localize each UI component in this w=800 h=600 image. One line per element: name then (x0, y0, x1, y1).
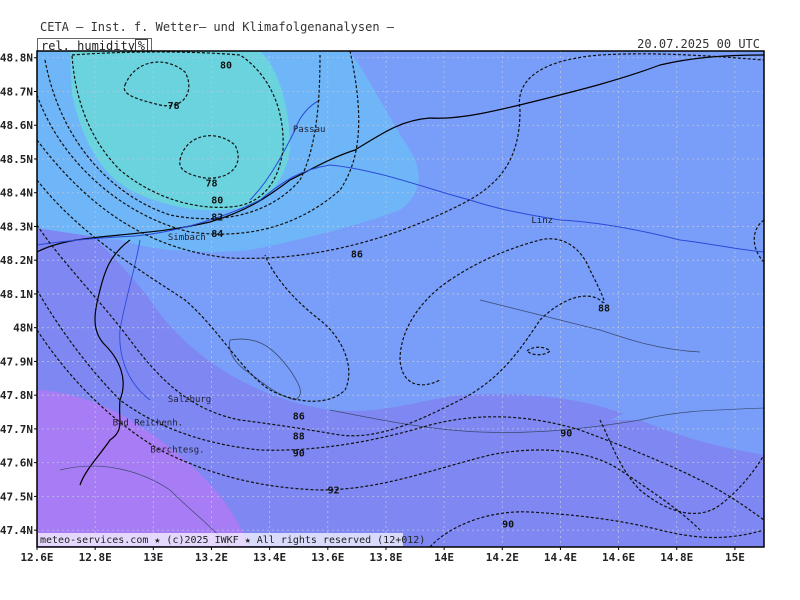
border-line (37, 54, 764, 253)
lon-tick-label: 13.2E (195, 551, 228, 564)
lat-tick-label: 47.7N (0, 423, 33, 436)
contour-88-loop (399, 279, 451, 386)
lat-tick-label: 47.6N (0, 457, 33, 470)
geography (37, 54, 764, 547)
city-label: Bad Reichenh. (113, 419, 183, 429)
contour-label: 90 (560, 428, 572, 439)
lon-tick-label: 13.8E (369, 551, 402, 564)
contour-label: 88 (598, 303, 610, 314)
contour-label: 90 (293, 449, 305, 460)
lake-outline (229, 338, 301, 401)
grid-lines (37, 51, 764, 547)
contour-86-north (37, 53, 764, 259)
contour-label: 86 (293, 411, 305, 422)
lat-tick-label: 48.2N (0, 254, 33, 267)
valid-time: 20.07.2025 00 UTC (637, 37, 760, 51)
lat-tick-label: 48.3N (0, 220, 33, 233)
lat-tick-label: 48.7N (0, 85, 33, 98)
contour-label: 78 (168, 101, 180, 112)
contour-90-east (599, 419, 764, 514)
city-label: Salzburg (168, 395, 211, 405)
lat-tick-label: 48.4N (0, 187, 33, 200)
contour-90-south (429, 511, 764, 547)
lat-axis: 48.8N 48.7N 48.6N 48.5N 48.4N 48.3N 48.2N 48.1N… (0, 52, 37, 537)
lon-tick-label: 13E (143, 551, 163, 564)
lat-tick-label: 48N (13, 322, 33, 335)
fill-layer (37, 51, 764, 547)
contour-label: 86 (351, 249, 363, 260)
header-title: CETA — Inst. f. Wetter— und Klimafolgena… (40, 20, 395, 34)
copyright-bg (38, 533, 403, 546)
lon-tick-label: 13.6E (311, 551, 344, 564)
lon-tick-label: 12.8E (79, 551, 112, 564)
contour-label: 90 (502, 519, 514, 530)
lat-tick-label: 48.5N (0, 153, 33, 166)
lon-tick-label: 14.6E (602, 551, 635, 564)
lon-tick-label: 13.4E (253, 551, 286, 564)
fill-blue-east (610, 380, 764, 455)
river-inn (249, 99, 321, 201)
contour-84 (37, 51, 360, 235)
contour-lines (37, 51, 764, 547)
contour-86-arc (37, 179, 350, 402)
contour-88 (37, 224, 605, 437)
contour-label: 80 (220, 60, 232, 71)
contour-80 (71, 51, 284, 208)
city-labels: Passau Linz Simbach Salzburg Bad Reichenh. Be… (113, 125, 553, 456)
lat-tick-label: 47.9N (0, 355, 33, 368)
lon-tick-label: 14.2E (486, 551, 519, 564)
city-label: Linz (531, 216, 553, 226)
lon-tick-label: 15E (725, 551, 745, 564)
contour-92 (37, 329, 701, 531)
lon-axis: 12.6E 12.8E 13E 13.2E 13.4E 13.6E 13.8E 14E 14.2… (20, 547, 745, 564)
contour-label: 84 (211, 229, 223, 240)
lat-tick-label: 48.1N (0, 288, 33, 301)
contour-label: 80 (211, 195, 223, 206)
lat-tick-label: 48.6N (0, 119, 33, 132)
contour-small-loop (526, 346, 551, 356)
fill-violet-southwest (37, 200, 764, 547)
contour-label: 82 (211, 212, 223, 223)
parameter-label: rel._humidity (41, 39, 135, 53)
lat-tick-label: 47.5N (0, 490, 33, 503)
contour-82 (44, 54, 321, 220)
contour-label: 92 (328, 486, 340, 497)
lon-tick-label: 12.6E (20, 551, 53, 564)
city-label: Simbach (168, 233, 206, 243)
contour-labels: 80 78 78 80 82 84 86 88 86 88 90 90 92 90 (168, 60, 610, 530)
lon-tick-label: 14.8E (660, 551, 693, 564)
contour-78-south (179, 135, 239, 179)
contour-label: 88 (293, 432, 305, 443)
river-danube (37, 164, 764, 253)
lon-tick-label: 14.4E (544, 551, 577, 564)
lat-tick-label: 47.8N (0, 389, 33, 402)
lat-tick-label: 47.4N (0, 524, 33, 537)
border-line-west (79, 239, 131, 486)
region-line-3 (59, 465, 231, 547)
copyright: meteo-services.com ★ (c)2025 IWKF ★ All … (40, 535, 425, 546)
map-border (36, 50, 765, 548)
contour-label: 78 (205, 179, 217, 190)
contour-78-north (123, 61, 190, 107)
city-label: Berchtesg. (150, 446, 204, 456)
lat-tick-label: 48.8N (0, 52, 33, 65)
fill-purple-southwest (37, 390, 250, 547)
city-label: Passau (293, 125, 326, 135)
region-line (329, 407, 764, 433)
region-line-2 (479, 299, 701, 353)
lon-tick-label: 14E (434, 551, 454, 564)
